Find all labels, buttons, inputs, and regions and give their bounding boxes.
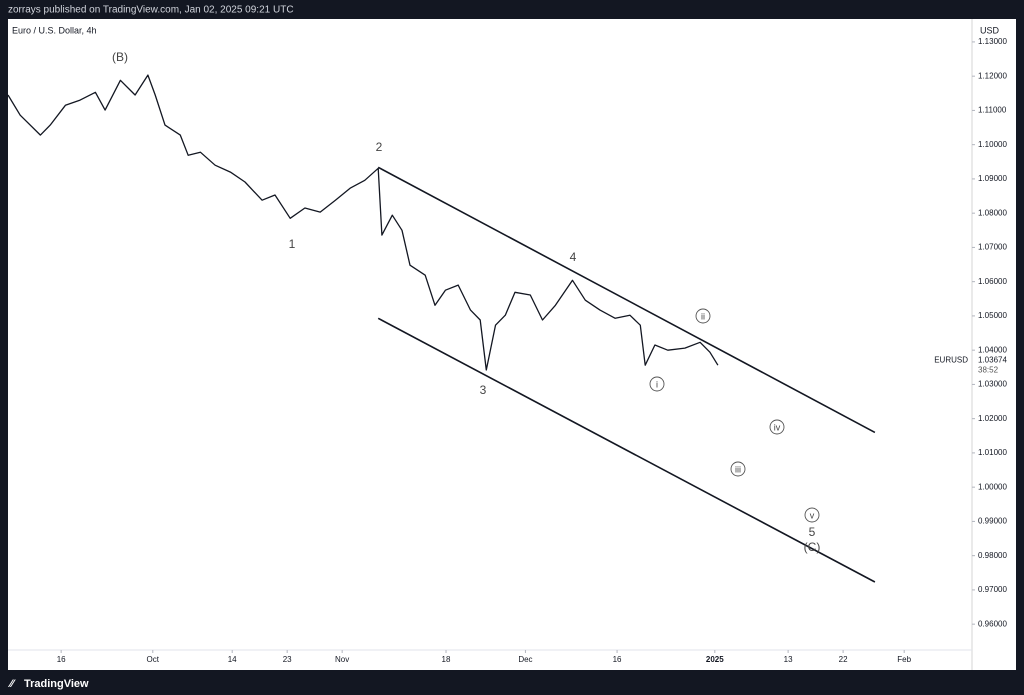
y-tick-label: 0.99000: [978, 517, 1007, 526]
wave-label: iv: [774, 422, 781, 432]
x-tick-label: 22: [839, 655, 848, 664]
countdown: 38:52: [978, 365, 999, 374]
x-tick-label: 23: [283, 655, 292, 664]
wave-label: 5: [809, 525, 816, 539]
wave-circle: [730, 461, 746, 477]
symbol-label: EURUSD: [934, 355, 968, 364]
y-tick-label: 1.04000: [978, 345, 1007, 354]
wave-label: 4: [570, 250, 577, 264]
brand: TradingView: [24, 678, 89, 690]
wave-circle: [695, 308, 711, 324]
symbol-title: Euro / U.S. Dollar, 4h: [12, 25, 97, 35]
wave-label: 1: [289, 237, 296, 251]
wave-label: 2: [376, 140, 383, 154]
publisher-line: zorrays published on TradingView.com, Ja…: [8, 5, 294, 16]
wave-label: iii: [735, 464, 741, 474]
chart-panel: [8, 19, 1016, 670]
y-tick-label: 0.96000: [978, 619, 1007, 628]
y-tick-label: 0.98000: [978, 551, 1007, 560]
x-tick-label: Nov: [335, 655, 349, 664]
y-tick-label: 1.08000: [978, 208, 1007, 217]
x-tick-label: 16: [57, 655, 66, 664]
wave-circle: [769, 419, 785, 435]
last-price: 1.03674: [978, 355, 1007, 364]
channel-line: [377, 317, 876, 583]
x-tick-label: Feb: [897, 655, 911, 664]
y-tick-label: 1.06000: [978, 277, 1007, 286]
wave-circle: [649, 376, 665, 392]
wave-label: (C): [804, 540, 821, 554]
price-line: [7, 74, 719, 371]
x-tick-label: Dec: [518, 655, 532, 664]
wave-label: ii: [701, 311, 705, 321]
y-tick-label: 1.10000: [978, 140, 1007, 149]
y-tick-label: 0.97000: [978, 585, 1007, 594]
channel-line: [377, 166, 876, 434]
y-tick-label: 1.07000: [978, 243, 1007, 252]
x-tick-label: 16: [613, 655, 622, 664]
wave-label: 3: [480, 383, 487, 397]
y-tick-label: 1.05000: [978, 311, 1007, 320]
y-tick-label: 1.02000: [978, 414, 1007, 423]
x-tick-label: Oct: [147, 655, 160, 664]
x-tick-label: 14: [228, 655, 237, 664]
plot: 0.96000 0.97000 0.98000 0.99000 1.00000 1.010…: [7, 37, 1007, 664]
wave-label: (B): [112, 50, 128, 64]
y-tick-label: 1.00000: [978, 482, 1007, 491]
y-tick-label: 1.11000: [978, 106, 1007, 115]
logo-mark: ⁄⁄: [7, 678, 16, 690]
currency: USD: [980, 25, 1000, 35]
x-tick-label: 13: [784, 655, 793, 664]
y-tick-label: 1.03000: [978, 380, 1007, 389]
y-tick-label: 1.01000: [978, 448, 1007, 457]
y-tick-label: 1.12000: [978, 71, 1007, 80]
x-tick-label: 18: [442, 655, 451, 664]
y-tick-label: 1.09000: [978, 174, 1007, 183]
wave-label: v: [810, 510, 815, 520]
x-tick-label: 2025: [706, 655, 724, 664]
wave-circle: [804, 507, 820, 523]
y-tick-label: 1.13000: [978, 37, 1007, 46]
wave-label: i: [656, 379, 658, 389]
